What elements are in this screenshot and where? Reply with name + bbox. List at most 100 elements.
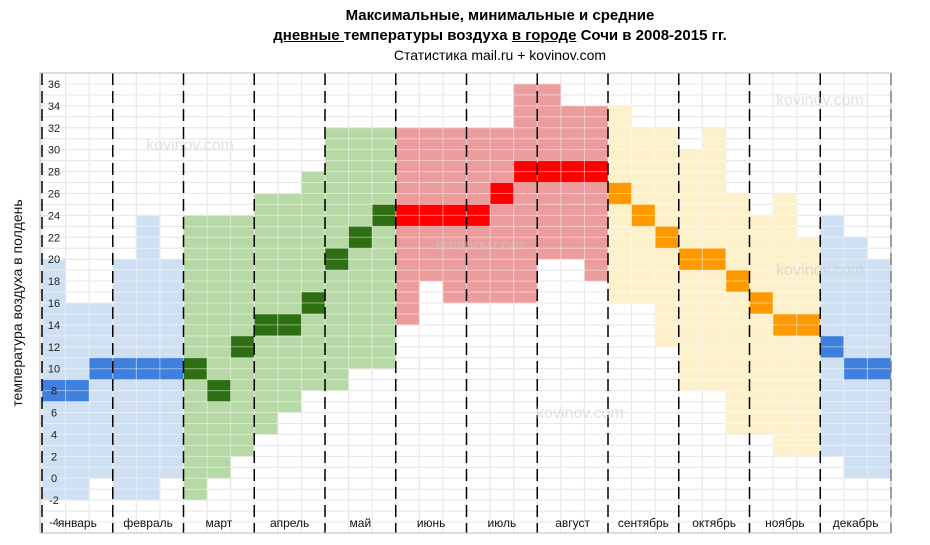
x-tick-label-декабрь: декабрь [833,516,879,530]
range-bar-апрель [277,193,302,413]
range-bar-июнь [419,127,443,282]
range-bar-апрель [301,171,325,391]
y-tick-label: 14 [48,320,60,332]
range-bar-февраль [112,259,137,501]
x-tick-label-июль: июль [488,516,517,530]
x-tick-label-июнь: июнь [417,516,446,530]
y-tick-label: 6 [51,408,57,420]
average-cell-январь [65,379,90,402]
average-cell-январь [89,357,113,380]
average-cell-август [560,160,585,183]
average-cell-июнь [442,204,467,227]
average-cell-сентябрь [631,204,656,227]
x-tick-label-январь: январь [58,516,97,530]
average-cell-ноябрь [749,292,774,314]
y-tick-label: 34 [48,101,60,113]
average-cell-октябрь [725,270,750,293]
average-cell-июль [490,182,514,205]
average-cell-октябрь [678,248,703,271]
x-tick-label-август: август [555,516,590,530]
chart-subtitle: Статистика mail.ru + kovinov.com [393,47,607,63]
average-cell-февраль [159,357,184,380]
title-part-city-years: Сочи в 2008-2015 гг. [576,27,727,44]
average-cell-ноябрь [796,313,821,336]
average-cell-март [183,357,208,380]
y-tick-label: 30 [48,145,60,157]
average-cell-июль [466,204,491,227]
range-bar-июль [513,83,538,303]
y-tick-label: 2 [51,451,57,463]
average-cell-ноябрь [773,313,797,336]
average-cell-апрель [254,313,278,336]
average-cell-декабрь [867,357,891,380]
average-cell-декабрь [820,335,844,358]
y-tick-label: 26 [48,188,60,200]
average-cell-март [230,335,255,358]
range-bar-май [372,127,396,369]
x-tick-label-март: март [205,516,232,530]
range-bar-июль [490,127,514,303]
y-tick-label: -2 [49,495,59,507]
watermark-text: kovinov.com [436,237,524,254]
range-bar-март [230,215,255,457]
y-tick-label: 24 [48,210,60,222]
average-cell-май [372,204,396,227]
plot-frame [39,72,892,534]
y-tick-label: 36 [48,79,60,91]
average-cell-апрель [277,313,302,336]
y-tick-label: 0 [51,473,57,485]
range-bar-январь [89,303,113,479]
title-underlined-in-city: в городе [511,27,577,44]
average-cell-сентябрь [655,226,679,249]
y-tick-label: -4 [49,517,59,529]
average-cell-май [325,248,349,271]
y-tick-label: 16 [48,298,60,310]
watermark-text: kovinov.com [776,92,864,109]
watermark-text: kovinov.com [776,262,864,279]
x-tick-label-октябрь: октябрь [692,516,736,530]
average-cell-май [348,226,373,249]
y-tick-label: 18 [48,276,60,288]
average-cell-февраль [136,357,160,380]
range-bar-март [207,215,231,479]
average-cell-июнь [395,204,420,227]
x-tick-label-ноябрь: ноябрь [765,516,805,530]
x-tick-label-апрель: апрель [270,516,309,530]
average-cell-февраль [112,357,137,380]
y-tick-label: 28 [48,167,60,179]
y-tick-label: 32 [48,123,60,135]
average-cell-декабрь [843,357,868,380]
x-tick-label-февраль: февраль [123,516,173,530]
range-bar-ноябрь [749,215,774,435]
average-cell-январь [42,379,66,402]
y-tick-label: 22 [48,232,60,244]
average-cell-апрель [301,292,325,314]
title-underlined-daytime: дневные [273,27,344,44]
range-bar-август [584,105,608,282]
average-cell-август [537,160,561,183]
title-part-temperatures: температуры воздуха [343,27,512,44]
average-cell-июнь [419,204,443,227]
x-tick-label-сентябрь: сентябрь [618,516,669,530]
x-tick-label-май: май [350,516,372,530]
y-tick-label: 20 [48,254,60,266]
title-line-2: дневные температуры воздуха в городе Соч… [0,26,930,46]
chart-title: Максимальные, минимальные и средние днев… [0,6,930,64]
y-axis-label: температура воздуха в полдень [9,199,25,406]
average-cell-март [207,379,231,402]
watermark-text: kovinov.com [536,405,624,422]
y-tick-label: 8 [51,386,57,398]
average-cell-август [584,160,608,183]
range-bar-октябрь [725,193,750,435]
y-tick-label: 4 [51,429,57,441]
title-line-1: Максимальные, минимальные и средние [345,7,655,24]
y-tick-label: 12 [48,342,60,354]
watermark-text: kovinov.com [146,137,234,154]
average-cell-октябрь [702,248,726,271]
range-bar-декабрь [820,215,844,457]
average-cell-сентябрь [608,182,632,205]
range-bar-ноябрь [796,237,821,457]
average-cell-июль [513,160,538,183]
y-tick-label: 10 [48,364,60,376]
